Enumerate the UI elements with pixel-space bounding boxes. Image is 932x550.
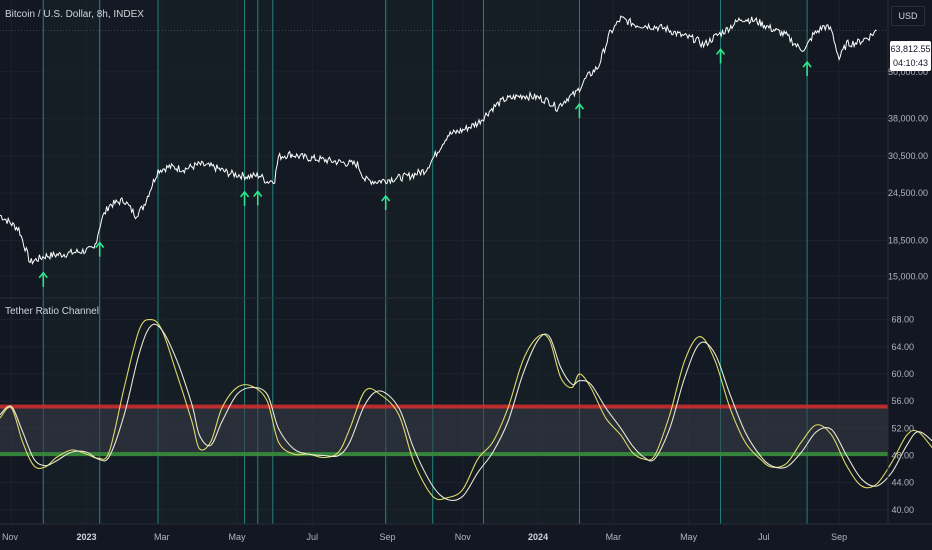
oscillator-axis-tick-label: 52.00 <box>891 423 914 433</box>
price-axis-tick-label: 15,000.00 <box>888 271 928 281</box>
time-axis-tick-label: Sep <box>831 532 847 542</box>
price-axis-tick-label: 50,000.00 <box>888 67 928 77</box>
up-arrow-icon <box>574 102 585 119</box>
price-axis-tick-label: 30,500.00 <box>888 151 928 161</box>
lower-band-line <box>0 452 888 457</box>
oscillator-axis-tick-label: 48.00 <box>891 450 914 460</box>
arrow-head <box>239 190 250 198</box>
price-line <box>0 15 877 266</box>
arrow-head <box>574 102 585 110</box>
oscillator-axis-tick-label: 44.00 <box>891 478 914 488</box>
time-axis-tick-label: Mar <box>606 532 622 542</box>
channel-fill <box>0 406 888 455</box>
up-arrow-icon <box>802 60 812 77</box>
bar-countdown: 04:10:43 <box>892 58 929 68</box>
oscillator-line-fast <box>0 319 932 501</box>
currency-button[interactable]: USD <box>891 6 925 26</box>
symbol-title: Bitcoin / U.S. Dollar, 8h, INDEX <box>5 9 144 20</box>
oscillator-series <box>0 319 932 502</box>
time-axis-tick-label: Jul <box>758 532 770 542</box>
time-axis-tick-label: Nov <box>455 532 472 542</box>
arrow-head <box>715 48 726 55</box>
last-price-value: 63,812.55 <box>890 44 931 54</box>
up-arrow-icon <box>38 271 48 287</box>
time-axis-tick-label: 2024 <box>528 532 548 542</box>
last-price-tag: 63,812.55 04:10:43 <box>890 41 931 71</box>
time-axis[interactable]: Nov 2023 Mar May Jul Sep Nov 2024 Mar May Jul Sep <box>2 532 847 542</box>
oscillator-axis-tick-label: 56.00 <box>891 396 914 406</box>
time-axis-tick-label: May <box>680 532 698 542</box>
oscillator-axis-tick-label: 60.00 <box>891 369 914 379</box>
time-axis-tick-label: Mar <box>154 532 170 542</box>
up-arrow-icon <box>95 241 105 257</box>
up-arrow-icon <box>239 190 250 206</box>
price-series <box>0 15 888 266</box>
up-arrow-icon <box>253 190 263 206</box>
oscillator-axis-tick-label: 64.00 <box>891 342 914 352</box>
price-axis-tick-label: 18,500.00 <box>888 236 928 246</box>
time-axis-tick-label: Nov <box>2 532 19 542</box>
channel-bands <box>0 404 888 457</box>
up-arrow-icon <box>715 48 726 64</box>
arrow-head <box>253 190 263 197</box>
upper-band-line <box>0 404 888 409</box>
oscillator-axis-tick-label: 68.00 <box>891 315 914 325</box>
arrow-head <box>381 194 391 202</box>
indicator-title: Tether Ratio Channel <box>5 306 99 317</box>
oscillator-line-slow <box>0 323 932 502</box>
signal-arrows <box>38 48 812 287</box>
signal-shade-region <box>244 0 258 524</box>
oscillator-axis-tick-label: 40.00 <box>891 505 914 515</box>
time-axis-tick-label: Sep <box>380 532 396 542</box>
up-arrow-icon <box>381 194 391 211</box>
time-axis-tick-label: Jul <box>307 532 319 542</box>
arrow-head <box>38 271 48 279</box>
price-axis-tick-label: 24,500.00 <box>888 188 928 198</box>
price-axis[interactable]: 50,000.00 38,000.00 30,500.00 24,500.00 18,5… <box>888 67 928 515</box>
price-axis-tick-label: 38,000.00 <box>888 113 928 123</box>
time-axis-tick-label: 2023 <box>77 532 97 542</box>
arrow-head <box>802 60 812 68</box>
time-axis-tick-label: May <box>229 532 247 542</box>
arrow-head <box>95 241 105 249</box>
